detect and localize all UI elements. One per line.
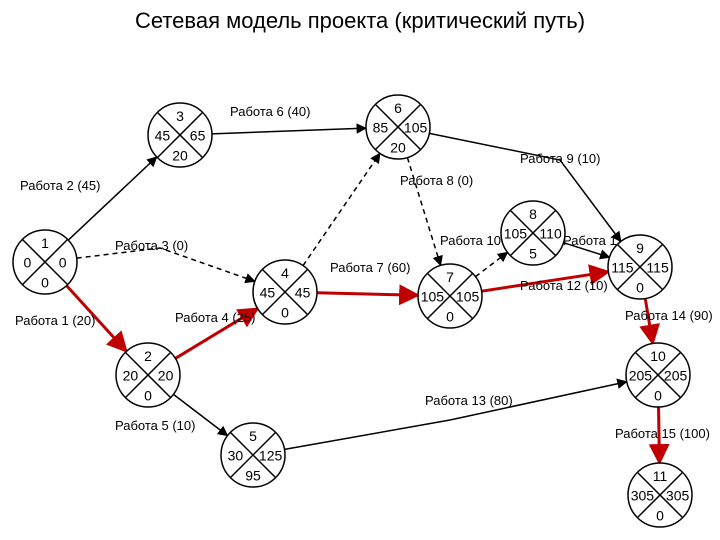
svg-text:3: 3 <box>176 108 184 124</box>
svg-text:9: 9 <box>636 240 644 256</box>
svg-text:0: 0 <box>41 274 49 290</box>
edge-label: Работа 4 (25) <box>175 310 255 325</box>
svg-text:125: 125 <box>259 448 283 464</box>
edge-label: Работа 6 (40) <box>230 104 310 119</box>
edge <box>303 153 380 265</box>
svg-text:105: 105 <box>404 120 428 136</box>
svg-text:305: 305 <box>631 488 655 504</box>
node-n4: 4 45 45 0 <box>253 260 317 324</box>
edge-label: Работа 2 (45) <box>20 178 100 193</box>
edge <box>285 382 627 450</box>
svg-text:45: 45 <box>260 285 276 301</box>
svg-text:0: 0 <box>446 308 454 324</box>
node-n3: 3 45 6520 <box>148 103 212 167</box>
edge <box>212 128 366 134</box>
svg-text:20: 20 <box>158 368 174 384</box>
diagram-canvas: Работа 1 (20) Работа 2 (45) Работа 3 (0) Ра… <box>0 0 720 540</box>
edge-label: Работа 15 (100) <box>615 426 710 441</box>
node-n5: 5 30 125 95 <box>221 423 285 487</box>
svg-text:205: 205 <box>664 368 688 384</box>
svg-text:0: 0 <box>144 387 152 403</box>
svg-text:5: 5 <box>249 428 257 444</box>
edge-label: Работа 7 (60) <box>330 260 410 275</box>
svg-text:305: 305 <box>666 488 690 504</box>
node-n11: 11 305 3050 <box>628 463 692 527</box>
svg-text:110: 110 <box>539 226 562 242</box>
svg-text:10: 10 <box>650 348 666 364</box>
svg-text:115: 115 <box>611 260 634 276</box>
svg-text:65: 65 <box>190 128 206 144</box>
svg-text:45: 45 <box>295 285 311 301</box>
edge-label: Работа 12 (10) <box>520 278 608 293</box>
svg-text:6: 6 <box>394 100 402 116</box>
svg-text:0: 0 <box>656 507 664 523</box>
node-n10: 10 205 2050 <box>626 343 690 407</box>
svg-text:4: 4 <box>281 265 289 281</box>
svg-text:105: 105 <box>504 226 528 242</box>
svg-text:20: 20 <box>390 139 406 155</box>
node-n9: 9115 1150 <box>608 235 672 299</box>
edge-label: Работа 8 (0) <box>400 173 473 188</box>
edge-label: Работа 9 (10) <box>520 151 600 166</box>
node-n1: 1000 <box>13 230 77 294</box>
node-n7: 7105 1050 <box>418 264 482 328</box>
node-n2: 2 20 20 0 <box>116 343 180 407</box>
edge <box>68 157 156 240</box>
svg-text:115: 115 <box>646 260 669 276</box>
node-n8: 8105 1105 <box>501 201 565 265</box>
svg-text:105: 105 <box>456 289 480 305</box>
svg-text:20: 20 <box>123 368 139 384</box>
svg-text:0: 0 <box>636 279 644 295</box>
edge <box>77 248 255 281</box>
svg-text:5: 5 <box>529 245 537 261</box>
svg-text:85: 85 <box>373 120 389 136</box>
edge-label: Работа 14 (90) <box>625 308 713 323</box>
node-n6: 6 85 105 20 <box>366 95 430 159</box>
svg-text:95: 95 <box>245 467 261 483</box>
svg-text:105: 105 <box>421 289 445 305</box>
edge-label: Работа 5 (10) <box>115 418 195 433</box>
edge-label: Работа 13 (80) <box>425 393 513 408</box>
svg-text:8: 8 <box>529 206 537 222</box>
svg-text:45: 45 <box>155 128 171 144</box>
svg-text:0: 0 <box>281 304 289 320</box>
edge <box>317 293 418 295</box>
svg-text:20: 20 <box>172 147 188 163</box>
svg-text:0: 0 <box>654 387 662 403</box>
svg-text:1: 1 <box>41 235 49 251</box>
edge-label: Работа 1 (20) <box>15 313 95 328</box>
edge-label: Работа 3 (0) <box>115 238 188 253</box>
svg-text:0: 0 <box>24 255 32 271</box>
svg-text:2: 2 <box>144 348 152 364</box>
svg-text:30: 30 <box>228 448 244 464</box>
svg-text:205: 205 <box>629 368 653 384</box>
svg-text:7: 7 <box>446 269 454 285</box>
edge <box>475 252 507 276</box>
svg-text:11: 11 <box>653 468 668 484</box>
svg-text:0: 0 <box>59 255 67 271</box>
